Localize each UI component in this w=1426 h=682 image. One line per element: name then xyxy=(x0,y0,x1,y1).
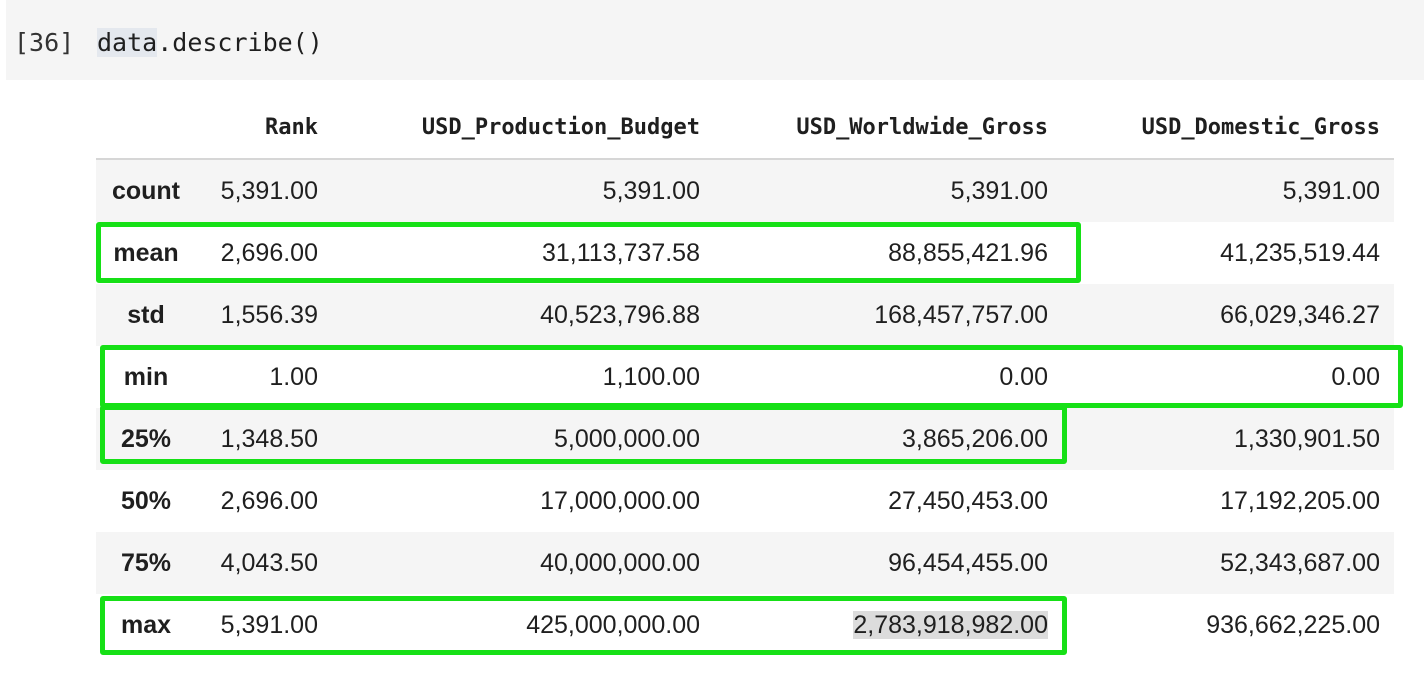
code-input[interactable]: data.describe() xyxy=(97,28,323,57)
table-row: min 1.00 1,100.00 0.00 0.00 xyxy=(96,346,1394,408)
table-cell[interactable]: 168,457,757.00 xyxy=(714,284,1062,346)
code-source: .describe() xyxy=(157,28,323,57)
table-cell[interactable]: 96,454,455.00 xyxy=(714,532,1062,594)
table-cell[interactable]: 5,391.00 xyxy=(196,159,332,222)
table-cell[interactable]: 2,783,918,982.00 xyxy=(714,594,1062,656)
annotation-box-25pct xyxy=(100,405,1067,464)
table-cell[interactable]: 41,235,519.44 xyxy=(1220,238,1380,267)
table-cell[interactable]: 5,391.00 xyxy=(332,159,714,222)
table-row: std 1,556.39 40,523,796.88 168,457,757.0… xyxy=(96,284,1394,346)
header-production-budget: USD_Production_Budget xyxy=(332,96,714,160)
row-label: max xyxy=(120,610,172,639)
row-label: mean xyxy=(113,238,179,267)
table-cell[interactable]: 5,391.00 xyxy=(714,159,1062,222)
table-cell[interactable]: 17,192,205.00 xyxy=(1220,486,1380,515)
table-cell[interactable]: 1.00 xyxy=(269,362,318,391)
table-cell[interactable]: 2,696.00 xyxy=(220,238,318,267)
describe-table: Rank USD_Production_Budget USD_Worldwide… xyxy=(96,96,1394,656)
cell-output: Rank USD_Production_Budget USD_Worldwide… xyxy=(96,96,1396,656)
table-cell[interactable]: 40,523,796.88 xyxy=(332,284,714,346)
row-label: count xyxy=(96,159,196,222)
selected-cell-value: 2,783,918,982.00 xyxy=(853,610,1048,639)
code-cell[interactable]: [36] data.describe() xyxy=(6,0,1424,80)
table-cell[interactable]: 425,000,000.00 xyxy=(526,610,700,639)
table-cell[interactable]: 31,113,737.58 xyxy=(541,238,700,267)
row-label: std xyxy=(96,284,196,346)
table-cell[interactable]: 4,043.50 xyxy=(196,532,332,594)
table-cell[interactable]: 5,391.00 xyxy=(220,610,318,639)
table-cell[interactable]: 0.00 xyxy=(999,362,1048,391)
table-row: 75% 4,043.50 40,000,000.00 96,454,455.00… xyxy=(96,532,1394,594)
table-cell[interactable]: 27,450,453.00 xyxy=(888,486,1048,515)
table-header-row: Rank USD_Production_Budget USD_Worldwide… xyxy=(96,96,1394,160)
table-row: mean 2,696.00 31,113,737.58 88,855,421.9… xyxy=(96,222,1394,284)
table-cell[interactable]: 52,343,687.00 xyxy=(1062,532,1394,594)
header-rank: Rank xyxy=(196,96,332,160)
header-worldwide-gross: USD_Worldwide_Gross xyxy=(714,96,1062,160)
table-row: max 5,391.00 425,000,000.00 2,783,918,98… xyxy=(96,594,1394,656)
table-cell[interactable]: 1,330,901.50 xyxy=(1062,408,1394,470)
table-cell[interactable]: 66,029,346.27 xyxy=(1062,284,1394,346)
table-cell[interactable]: 0.00 xyxy=(1331,362,1380,391)
table-cell[interactable]: 88,855,421.96 xyxy=(888,238,1048,267)
table-cell[interactable]: 936,662,225.00 xyxy=(1206,610,1380,639)
row-label: min xyxy=(123,362,169,391)
table-row: count 5,391.00 5,391.00 5,391.00 5,391.0… xyxy=(96,159,1394,222)
execution-count: [36] xyxy=(14,28,75,57)
header-index xyxy=(96,96,196,160)
table-cell[interactable]: 1,100.00 xyxy=(602,362,700,391)
table-row: 50% 2,696.00 17,000,000.00 27,450,453.00… xyxy=(96,470,1394,532)
table-cell[interactable]: 5,391.00 xyxy=(1062,159,1394,222)
table-cell[interactable]: 2,696.00 xyxy=(220,486,318,515)
table-cell[interactable]: 40,000,000.00 xyxy=(332,532,714,594)
table-cell[interactable]: 1,556.39 xyxy=(196,284,332,346)
table-cell[interactable]: 17,000,000.00 xyxy=(540,486,700,515)
row-label: 50% xyxy=(120,486,172,515)
annotation-box-min xyxy=(100,345,1403,408)
annotation-box-mean xyxy=(96,222,1081,283)
header-domestic-gross: USD_Domestic_Gross xyxy=(1062,96,1394,160)
row-label: 75% xyxy=(96,532,196,594)
annotation-box-max xyxy=(100,596,1067,655)
code-token-highlight: data xyxy=(97,28,158,57)
